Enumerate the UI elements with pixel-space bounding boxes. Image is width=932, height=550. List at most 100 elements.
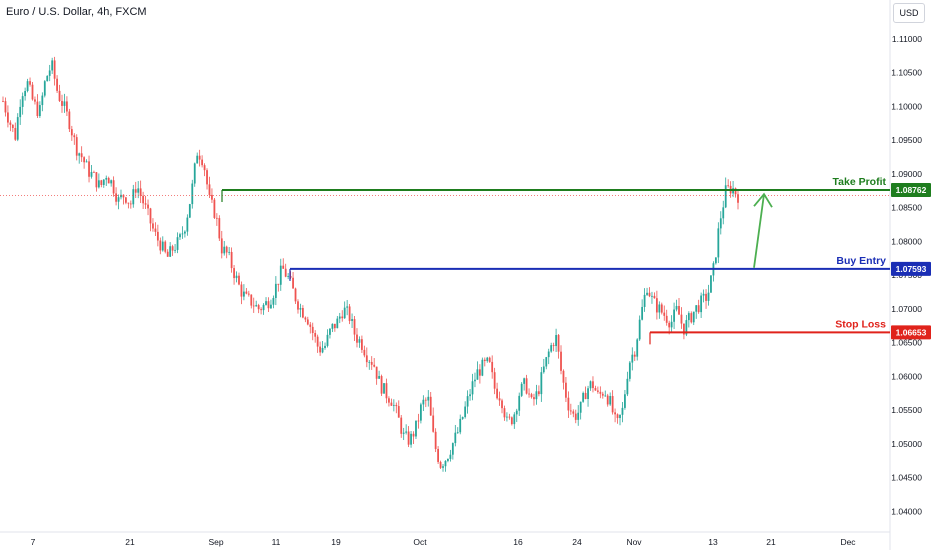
- candle-body: [705, 293, 707, 301]
- candle-body: [702, 293, 705, 296]
- y-tick-label: 1.11000: [892, 34, 922, 44]
- candle-body: [405, 431, 408, 433]
- candle-body: [542, 366, 545, 373]
- y-tick-label: 1.09500: [891, 135, 922, 145]
- candle-body: [277, 283, 280, 285]
- candle-body: [24, 91, 27, 97]
- candle-body: [279, 265, 282, 285]
- candle-body: [501, 400, 503, 409]
- candle-body: [717, 228, 720, 258]
- candle-body: [270, 304, 272, 309]
- candle-body: [624, 394, 626, 408]
- candle-body: [673, 309, 675, 322]
- candle-body: [626, 378, 629, 395]
- candle-body: [252, 305, 255, 307]
- y-tick-label: 1.08500: [891, 203, 922, 213]
- candle-body: [508, 416, 511, 418]
- candle-body: [14, 128, 17, 140]
- candle-body: [589, 381, 592, 389]
- buy-entry-price-text: 1.07593: [896, 264, 927, 274]
- candle-body: [373, 364, 376, 367]
- candle-body: [734, 188, 737, 195]
- candle-body: [36, 101, 39, 117]
- candle-body: [638, 319, 641, 340]
- candle-body: [451, 443, 454, 455]
- candle-body: [439, 461, 442, 468]
- candle-body: [292, 277, 294, 289]
- candle-body: [16, 117, 19, 140]
- candle-body: [385, 383, 388, 399]
- candle-body: [34, 99, 36, 102]
- candle-body: [412, 433, 415, 437]
- candle-body: [333, 323, 336, 329]
- candle-body: [324, 345, 326, 348]
- candle-body: [540, 372, 543, 395]
- candle-body: [262, 304, 265, 311]
- candle-body: [97, 180, 100, 188]
- candle-body: [191, 183, 194, 205]
- candle-body: [250, 294, 253, 306]
- candle-body: [655, 298, 658, 313]
- candle-body: [604, 395, 607, 397]
- candle-body: [110, 180, 113, 184]
- candle-body: [518, 395, 521, 411]
- x-tick-label: Oct: [413, 537, 427, 547]
- candle-body: [469, 394, 471, 397]
- candle-body: [643, 294, 646, 307]
- candle-body: [122, 194, 125, 198]
- candle-body: [390, 402, 393, 406]
- candle-body: [220, 238, 223, 254]
- candle-body: [525, 378, 528, 394]
- candle-body: [515, 410, 518, 415]
- candle-body: [533, 397, 535, 400]
- candle-body: [560, 351, 562, 371]
- candle-body: [722, 207, 725, 219]
- candle-body: [360, 339, 363, 350]
- candle-body: [454, 432, 457, 444]
- y-tick-label: 1.04500: [891, 473, 922, 483]
- candle-body: [594, 388, 597, 391]
- y-tick-label: 1.07000: [891, 304, 922, 314]
- candle-body: [619, 414, 621, 419]
- candle-body: [174, 249, 176, 251]
- candle-body: [38, 105, 41, 117]
- candle-body: [579, 401, 582, 413]
- candle-body: [351, 319, 353, 321]
- currency-button[interactable]: USD: [893, 3, 925, 23]
- candle-body: [58, 90, 61, 101]
- candle-body: [29, 81, 31, 85]
- candle-body: [395, 404, 398, 407]
- candle-body: [56, 78, 58, 91]
- candle-body: [663, 312, 666, 316]
- take-profit-label: Take Profit: [833, 176, 887, 188]
- candle-body: [724, 185, 727, 208]
- candle-body: [660, 304, 663, 313]
- candle-body: [240, 284, 243, 297]
- candle-body: [78, 153, 81, 156]
- candle-body: [211, 194, 213, 200]
- candle-body: [363, 349, 366, 356]
- candle-body: [727, 185, 730, 187]
- x-tick-label: 11: [272, 537, 281, 547]
- candle-body: [257, 305, 260, 310]
- candle-body: [314, 333, 317, 337]
- candle-body: [646, 292, 648, 295]
- candle-body: [601, 393, 604, 396]
- candle-body: [169, 246, 172, 257]
- candle-body: [653, 295, 656, 299]
- candle-body: [651, 295, 653, 297]
- candle-body: [680, 314, 683, 324]
- candle-body: [609, 396, 612, 405]
- candle-body: [488, 357, 491, 362]
- candle-body: [225, 246, 228, 253]
- candle-body: [392, 404, 395, 406]
- candle-body: [223, 246, 226, 254]
- candle-body: [193, 163, 196, 184]
- candle-body: [66, 101, 68, 112]
- candle-body: [198, 155, 201, 160]
- candle-body: [606, 395, 609, 405]
- candle-body: [429, 396, 432, 416]
- candle-body: [164, 241, 167, 252]
